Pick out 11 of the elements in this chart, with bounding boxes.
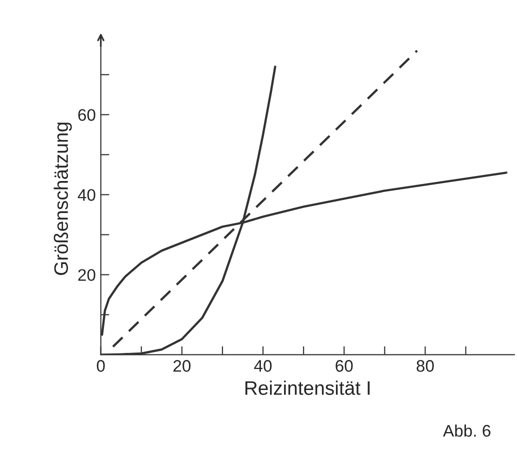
- caption: Abb. 6: [443, 424, 490, 437]
- y-axis-title: Größenschätzung: [54, 122, 72, 275]
- y-tick-label: 40: [78, 189, 96, 201]
- y-tick-label: 20: [78, 269, 96, 281]
- x-tick-label: 60: [336, 360, 353, 372]
- x-tick-label: 20: [173, 360, 191, 372]
- x-tick-label: 40: [254, 360, 272, 372]
- x-tick-label: 80: [416, 360, 434, 372]
- x-axis-title: Reizintensität I: [245, 380, 370, 395]
- y-tick-label: 60: [78, 109, 96, 121]
- x-tick-label: 0: [96, 360, 105, 372]
